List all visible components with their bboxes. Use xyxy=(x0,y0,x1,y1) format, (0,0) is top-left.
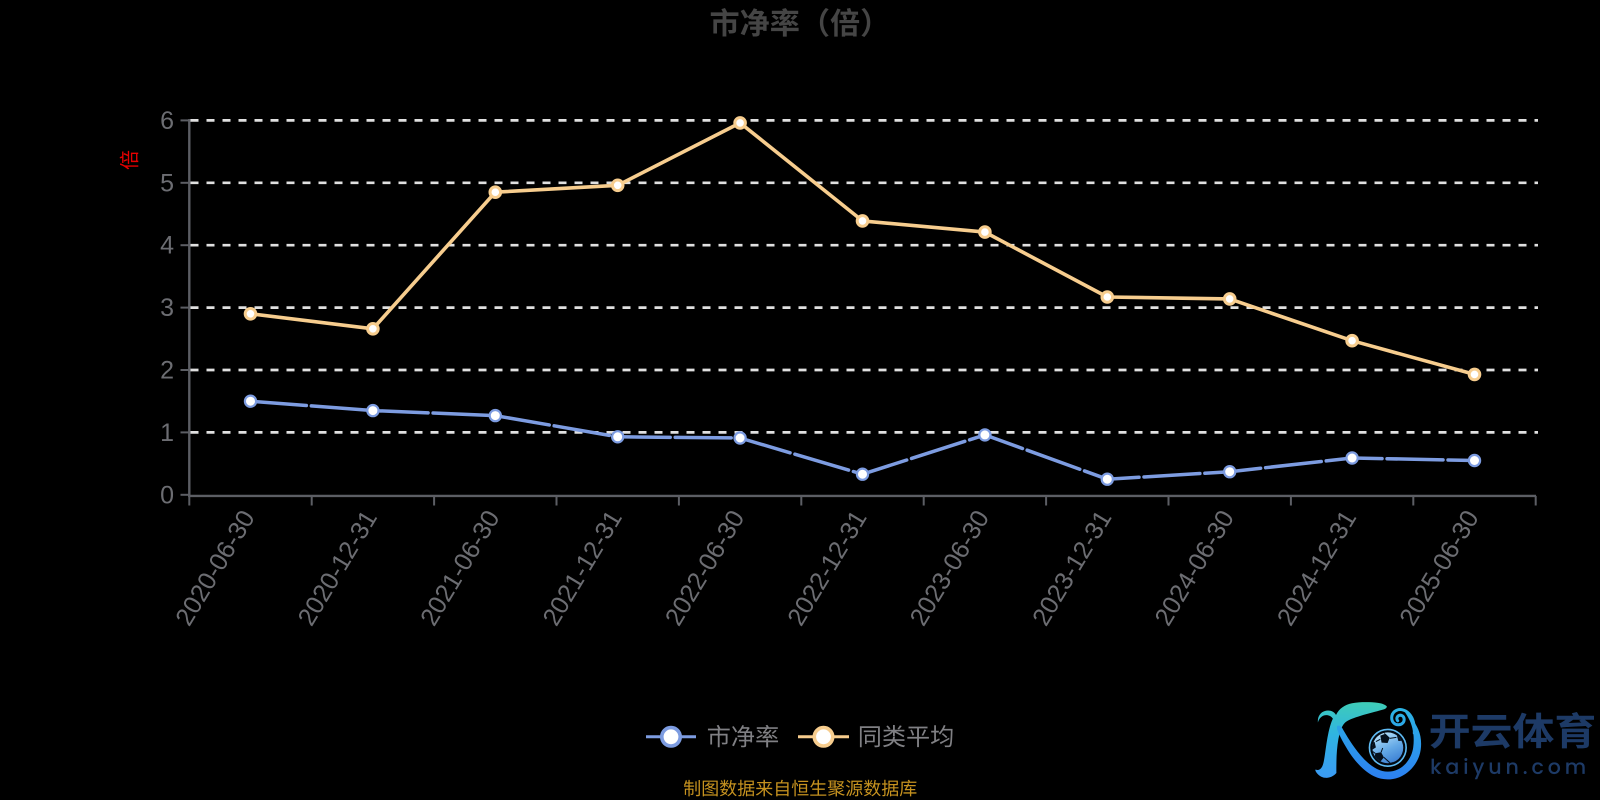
svg-text:0: 0 xyxy=(160,481,174,509)
svg-text:4: 4 xyxy=(160,232,174,260)
svg-text:2: 2 xyxy=(160,357,174,385)
svg-text:5: 5 xyxy=(160,169,174,197)
svg-text:6: 6 xyxy=(160,107,174,135)
svg-text:1: 1 xyxy=(160,419,174,447)
svg-text:3: 3 xyxy=(160,294,174,322)
